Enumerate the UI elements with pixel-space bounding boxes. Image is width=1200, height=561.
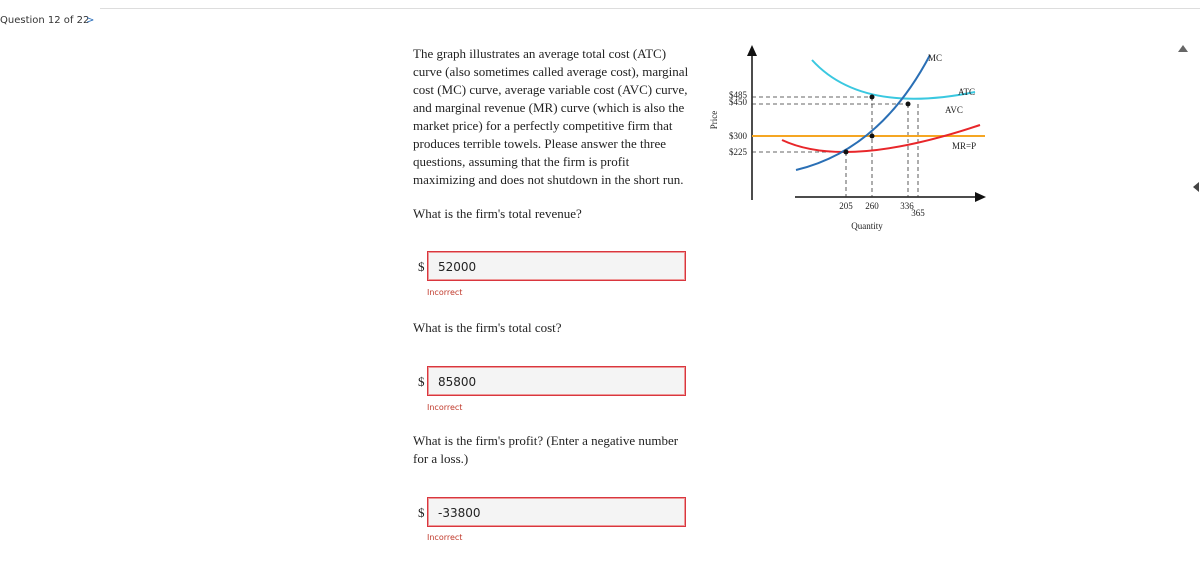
answer-input[interactable]: 52000 [427,251,686,281]
feedback: Incorrect [427,288,463,297]
curve-label: AVC [945,105,963,115]
currency: $ [418,374,425,389]
curve-label: MR=P [952,141,976,151]
quantity-label: 205 [839,201,853,211]
guide-lines [752,96,919,197]
question-counter: Question 12 of 22 [0,15,90,26]
quantity-label: 336 [900,201,914,211]
feedback: Incorrect [427,533,463,542]
collapse-arrow[interactable] [1193,182,1199,192]
curve-label: MC [928,53,942,63]
y-axis-arrow [747,45,757,56]
question-text: What is the firm's total revenue? [413,206,582,221]
price-label: $225 [729,147,748,157]
avc-curve [781,124,981,153]
x-axis-arrow [975,192,986,202]
price-label: $485 [729,90,748,100]
scroll-up[interactable] [1178,45,1188,52]
points [843,94,911,155]
quantity-label: 365 [911,208,925,218]
currency: $ [418,259,425,274]
x-axis-label: Quantity [851,221,883,231]
mc-curve [795,54,931,171]
next-button[interactable]: > [86,15,95,26]
quantity-label: 260 [865,201,879,211]
atc-curve [811,59,976,100]
feedback: Incorrect [427,403,463,412]
answer-input[interactable]: 85800 [427,366,686,396]
top-rule [100,8,1200,9]
question-text: What is the firm's profit? (Enter a nega… [413,433,679,466]
curve-label: ATC [958,87,975,97]
y-axis-label: Price [709,111,719,130]
answer-input[interactable]: -33800 [427,497,686,527]
price-label: $450 [729,97,748,107]
prompt: The graph illustrates an average total c… [413,46,689,187]
currency: $ [418,505,425,520]
price-label: $300 [729,131,748,141]
question-text: What is the firm's total cost? [413,320,562,335]
